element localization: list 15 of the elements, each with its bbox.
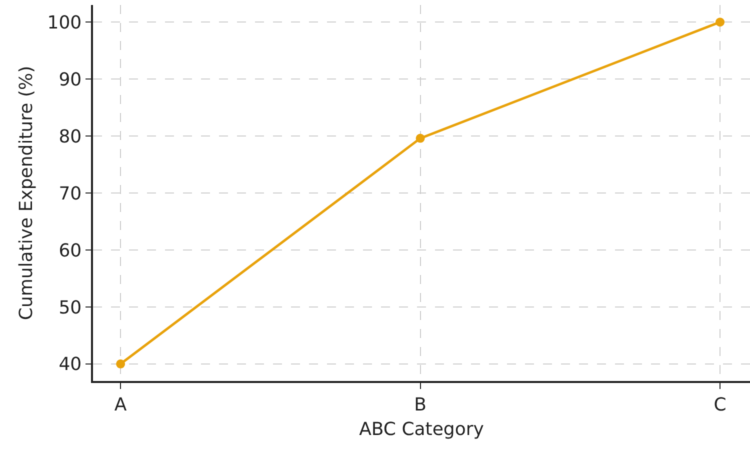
x-tick-label: C	[714, 394, 726, 416]
x-axis-title: ABC Category	[359, 418, 484, 440]
y-tick-label: 50	[58, 297, 82, 318]
point	[416, 134, 425, 143]
y-tick-label: 90	[58, 69, 82, 90]
point	[716, 18, 725, 27]
y-tick-label: 80	[58, 126, 82, 148]
y-tick-label: 100	[47, 12, 82, 34]
x-tick-label: B	[414, 394, 426, 416]
point	[116, 359, 126, 368]
y-tick-label: 40	[58, 354, 82, 376]
x-tick-label: A	[114, 394, 128, 416]
y-tick-label: 70	[58, 183, 82, 204]
y-axis-title: Cumulative Expenditure (%)	[16, 66, 37, 320]
y-tick-label: 60	[58, 240, 82, 262]
